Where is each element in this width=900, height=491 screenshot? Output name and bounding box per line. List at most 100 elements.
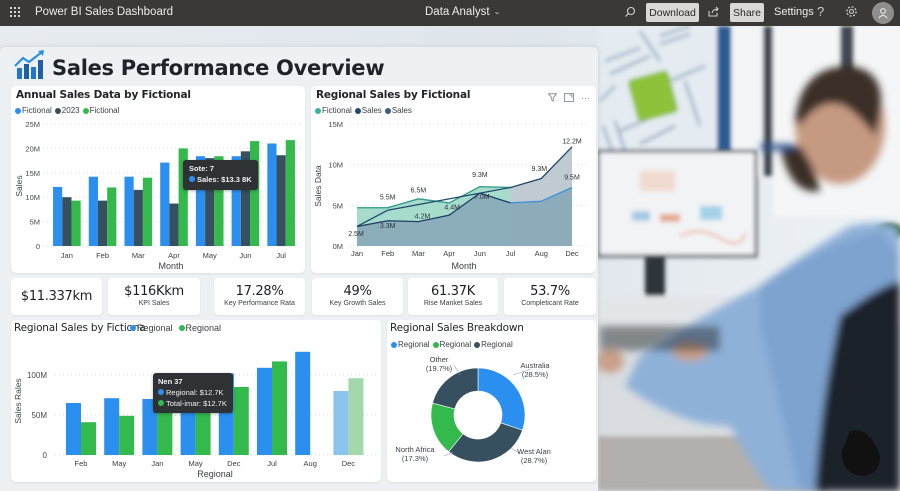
annual-sales-bar-chart[interactable]: 0 5M 10M 15M 20M 25M Jan Feb Mar Apr May Jun Jul Mont… xyxy=(11,86,305,273)
x-tick-label: Jan xyxy=(351,249,363,258)
x-tick-label: May xyxy=(189,459,203,468)
app-title: Power BI Sales Dashboard xyxy=(35,6,174,18)
chart-title: Regional Sales Breakdown xyxy=(390,322,524,334)
bar[interactable] xyxy=(81,422,96,455)
area-series-sales[interactable] xyxy=(357,187,572,246)
bar[interactable] xyxy=(195,407,211,455)
bar[interactable] xyxy=(104,398,120,455)
user-avatar-icon[interactable] xyxy=(872,2,894,24)
chart-tooltip: Nen 37 Regional: $12.7K Total-imar: $12.… xyxy=(153,373,233,413)
x-tick-label: Dec xyxy=(342,459,356,468)
bar[interactable] xyxy=(205,158,215,246)
workspace-label: Data Analyst xyxy=(425,6,490,18)
bar[interactable] xyxy=(66,403,81,455)
more-options-icon[interactable]: ··· xyxy=(581,93,590,103)
bar[interactable] xyxy=(157,407,173,455)
bar[interactable] xyxy=(178,148,188,246)
donut-slice[interactable] xyxy=(448,422,523,463)
legend-item[interactable]: Regional xyxy=(178,323,221,333)
legend-item[interactable]: Fictional xyxy=(82,106,119,115)
workspace-selector[interactable]: Data Analyst ⌄ xyxy=(425,6,500,18)
x-tick-label: Dec xyxy=(227,459,241,468)
bar[interactable] xyxy=(240,151,251,246)
bar[interactable] xyxy=(250,141,260,246)
legend-item[interactable]: Regional xyxy=(391,340,430,349)
regional-sales-area-chart-card[interactable]: Regional Sales by Fictional ··· Fictiona… xyxy=(311,86,596,273)
data-label: 4.4M xyxy=(444,204,460,211)
bar[interactable] xyxy=(257,367,272,455)
legend-item[interactable]: Sales xyxy=(384,106,412,115)
regional-breakdown-donut-chart[interactable]: Australia(28.5%) West Alan(28.7%) North Af… xyxy=(387,320,596,482)
legend-item[interactable]: Regional xyxy=(474,340,513,349)
legend-item[interactable]: Regional xyxy=(432,340,471,349)
kpi-value: 49% xyxy=(343,284,372,299)
gear-icon[interactable] xyxy=(845,5,858,21)
search-icon[interactable] xyxy=(624,6,636,21)
bar[interactable] xyxy=(348,378,364,455)
donut-slice[interactable] xyxy=(432,367,479,410)
bar[interactable] xyxy=(180,407,196,455)
share-icon[interactable] xyxy=(707,5,720,21)
y-tick-label: 5M xyxy=(333,201,343,210)
kpi-card[interactable]: 53.7% Completicant Rate xyxy=(504,278,596,315)
x-tick-label: Jul xyxy=(506,249,516,258)
bar[interactable] xyxy=(88,176,98,246)
regional-sales-bar-chart-card[interactable]: Regional Sales by Fictiona Regional Regi… xyxy=(11,320,381,482)
legend-item[interactable]: 2023 xyxy=(54,106,80,115)
bar[interactable] xyxy=(195,156,206,246)
y-tick-label: 0 xyxy=(36,242,40,251)
x-tick-label: Feb xyxy=(96,251,109,260)
bar[interactable] xyxy=(169,203,179,246)
y-axis-label: Sales Rales xyxy=(13,378,23,423)
bar[interactable] xyxy=(276,155,286,246)
bar[interactable] xyxy=(142,399,158,455)
regional-breakdown-donut-card[interactable]: Regional Sales Breakdown Regional Region… xyxy=(387,320,596,482)
help-icon[interactable]: ? xyxy=(817,4,825,19)
bar[interactable] xyxy=(53,186,63,246)
bar[interactable] xyxy=(119,415,135,455)
y-tick-label: 50M xyxy=(31,411,47,420)
donut-slice[interactable] xyxy=(477,367,526,431)
kpi-card[interactable]: 61.37K Rise Manket Sales xyxy=(408,278,498,315)
regional-sales-area-chart[interactable]: 0M 5M 10M 15M 2.5M 5.5M 3.3M 6.5M 4.2M 4.4M 9.3M 7.… xyxy=(311,86,596,273)
bar[interactable] xyxy=(233,387,249,455)
settings-link[interactable]: Settings xyxy=(774,6,814,18)
bar[interactable] xyxy=(142,177,153,246)
bar[interactable] xyxy=(97,200,108,246)
bar[interactable] xyxy=(214,156,224,246)
bar[interactable] xyxy=(285,140,295,246)
x-tick-label: Jan xyxy=(151,459,163,468)
filter-icon[interactable] xyxy=(547,89,558,107)
legend-item[interactable]: Regional xyxy=(130,323,173,333)
bar[interactable] xyxy=(62,197,72,246)
kpi-card[interactable]: $11.337km xyxy=(11,278,102,315)
bar[interactable] xyxy=(272,361,287,455)
kpi-card[interactable]: 17.28% Key Performance Rata xyxy=(214,278,305,315)
bar[interactable] xyxy=(124,176,134,246)
legend-item[interactable]: Fictional xyxy=(315,106,352,115)
line-fictional xyxy=(357,185,511,209)
bar[interactable] xyxy=(107,187,117,246)
share-button[interactable]: Share xyxy=(730,3,764,22)
kpi-card[interactable]: $116Kkm KPI Sales xyxy=(108,278,200,315)
x-tick-label: Mar xyxy=(132,251,145,260)
bar[interactable] xyxy=(333,391,349,455)
bar[interactable] xyxy=(71,200,81,246)
bar[interactable] xyxy=(133,189,143,246)
leader-line xyxy=(443,451,454,457)
kpi-card[interactable]: 49% Key Growth Sales xyxy=(312,278,403,315)
download-button[interactable]: Download xyxy=(646,3,699,22)
bar[interactable] xyxy=(267,143,277,246)
app-launcher-icon[interactable] xyxy=(10,7,20,17)
bar[interactable] xyxy=(231,156,241,246)
legend-item[interactable]: Sales xyxy=(354,106,382,115)
bar[interactable] xyxy=(295,351,311,455)
chart-tooltip: Sote: 7 Sales: $13.3 8K xyxy=(183,160,258,190)
bar[interactable] xyxy=(160,162,170,246)
slice-label: West Alan xyxy=(517,447,551,456)
legend-item[interactable]: Fictional xyxy=(15,106,52,115)
focus-mode-icon[interactable] xyxy=(564,89,574,107)
annual-sales-chart-card[interactable]: Annual Sales Data by Fictional Fictional… xyxy=(11,86,305,273)
slice-label: (28.5%) xyxy=(522,370,549,379)
